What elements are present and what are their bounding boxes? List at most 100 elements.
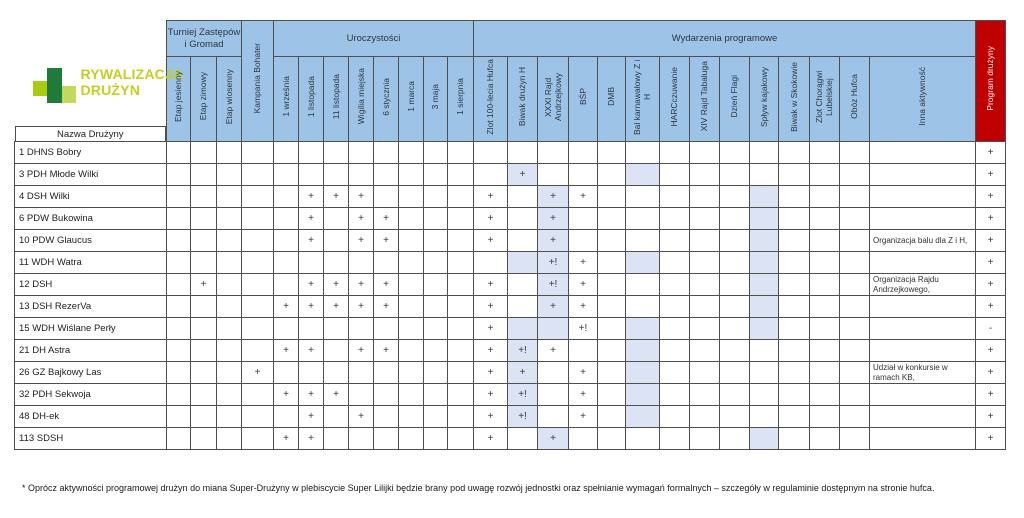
result-cell (625, 272, 660, 297)
result-cell (689, 207, 720, 230)
result-cell (839, 185, 870, 208)
result-cell (778, 185, 810, 208)
result-cell (568, 229, 598, 252)
result-cell (778, 383, 810, 407)
result-cell (659, 339, 690, 363)
result-cell (273, 272, 299, 297)
result-cell: + (473, 361, 508, 385)
result-cell (689, 272, 720, 297)
result-cell (597, 295, 626, 319)
result-cell (190, 383, 217, 407)
result-cell (298, 251, 324, 274)
result-cell: + (473, 383, 508, 407)
result-cell (216, 272, 242, 297)
result-cell: + (273, 339, 299, 363)
column-header: 3 maja (423, 56, 448, 142)
result-cell (839, 361, 870, 385)
result-cell: + (537, 427, 569, 451)
result-cell: + (473, 339, 508, 363)
team-name-column-header: Nazwa Drużyny (14, 126, 166, 141)
result-cell (398, 229, 424, 252)
result-cell (373, 405, 399, 429)
result-cell (166, 405, 191, 429)
result-cell (749, 229, 779, 252)
result-cell: + (975, 207, 1006, 230)
result-cell (869, 405, 976, 429)
result-cell (719, 361, 750, 385)
result-cell (689, 229, 720, 252)
column-header-kampania-bohater: Kampania Bohater (241, 20, 274, 142)
result-cell: + (537, 295, 569, 319)
result-cell (166, 207, 191, 230)
result-cell (348, 251, 374, 274)
result-cell (348, 317, 374, 341)
result-cell (423, 207, 448, 230)
result-cell: + (473, 317, 508, 341)
group-header-row: RYWALIZACJA DRUŻYN Nazwa Drużyny Turniej… (14, 20, 1006, 142)
result-cell (809, 251, 840, 274)
result-cell (597, 272, 626, 297)
result-cell (568, 427, 598, 451)
result-cell (323, 427, 349, 451)
logo-bar-left (32, 80, 47, 96)
result-cell (839, 427, 870, 451)
result-cell (216, 405, 242, 429)
result-cell (216, 251, 242, 274)
result-cell: + (323, 272, 349, 297)
result-cell (398, 427, 424, 451)
result-cell (348, 383, 374, 407)
result-cell: + (537, 339, 569, 363)
result-cell (507, 185, 538, 208)
table-row: 15 WDH Wiślane Perły + +! - (14, 317, 1006, 341)
column-header: 6 stycznia (373, 56, 399, 142)
result-cell: + (568, 383, 598, 407)
column-header: Etap jesienny (166, 56, 191, 142)
column-header: XXXI Rajd Andrzejkowy (537, 56, 569, 142)
result-cell (348, 361, 374, 385)
result-cell (778, 207, 810, 230)
result-cell (778, 405, 810, 429)
result-cell (273, 185, 299, 208)
result-cell (749, 405, 779, 429)
result-cell (190, 141, 217, 164)
result-cell: + (298, 229, 324, 252)
team-name-cell: 13 DSH RezerVa (14, 295, 167, 319)
team-name-cell: 3 PDH Młode Wilki (14, 163, 167, 186)
table-row: 21 DH Astra + + + + + +! + + (14, 339, 1006, 363)
result-cell (809, 405, 840, 429)
result-cell (809, 427, 840, 451)
result-cell (659, 185, 690, 208)
table-row: 48 DH-ek + + + +! + + (14, 405, 1006, 429)
result-cell: + (273, 427, 299, 451)
result-cell (869, 163, 976, 186)
result-cell (241, 317, 274, 341)
result-cell (398, 361, 424, 385)
result-cell: + (190, 272, 217, 297)
result-cell: + (473, 427, 508, 451)
result-cell (625, 251, 660, 274)
result-cell (298, 317, 324, 341)
result-cell: + (241, 361, 274, 385)
table-row: 1 DHNS Bobry + (14, 141, 1006, 164)
result-cell (398, 339, 424, 363)
result-cell (719, 339, 750, 363)
result-cell (216, 339, 242, 363)
logo-bar-middle (46, 67, 62, 103)
result-cell (423, 339, 448, 363)
logo-bar-right (61, 85, 76, 103)
result-cell: + (373, 229, 399, 252)
result-cell (749, 295, 779, 319)
result-cell (869, 207, 976, 230)
logo-bars-icon (32, 67, 78, 103)
result-cell (869, 317, 976, 341)
result-cell: + (975, 295, 1006, 319)
column-header: Dzień Flagi (719, 56, 750, 142)
result-cell (659, 272, 690, 297)
result-cell (190, 339, 217, 363)
result-cell (839, 272, 870, 297)
result-cell (373, 427, 399, 451)
result-cell (447, 317, 474, 341)
result-cell: + (273, 383, 299, 407)
result-cell (597, 383, 626, 407)
result-cell (190, 295, 217, 319)
